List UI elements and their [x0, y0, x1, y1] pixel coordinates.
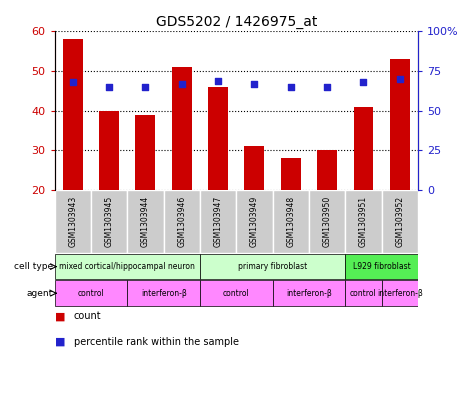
Bar [390, 59, 410, 190]
Bar [381, 281, 418, 306]
Text: GSM1303949: GSM1303949 [250, 196, 259, 247]
Text: GSM1303946: GSM1303946 [177, 196, 186, 247]
Text: ■: ■ [55, 311, 65, 321]
Bar [381, 190, 418, 253]
Bar [273, 281, 345, 306]
Text: GSM1303945: GSM1303945 [104, 196, 114, 247]
Point [105, 84, 113, 90]
Text: control: control [350, 289, 377, 298]
Bar [345, 281, 381, 306]
Point [178, 81, 186, 87]
Text: GSM1303947: GSM1303947 [214, 196, 223, 247]
Bar [55, 190, 91, 253]
Bar [127, 190, 163, 253]
Point [287, 84, 294, 90]
Bar [273, 190, 309, 253]
Text: control: control [223, 289, 250, 298]
Bar [237, 190, 273, 253]
Bar [55, 281, 127, 306]
Text: percentile rank within the sample: percentile rank within the sample [74, 337, 238, 347]
Point [360, 79, 367, 85]
Text: interferon-β: interferon-β [286, 289, 332, 298]
Text: ■: ■ [55, 337, 65, 347]
Bar [91, 190, 127, 253]
Bar [135, 115, 155, 190]
Text: GSM1303951: GSM1303951 [359, 196, 368, 247]
Title: GDS5202 / 1426975_at: GDS5202 / 1426975_at [156, 15, 317, 29]
Text: GSM1303950: GSM1303950 [323, 196, 332, 247]
Bar [309, 190, 345, 253]
Point [396, 76, 404, 82]
Point [251, 81, 258, 87]
Bar [172, 67, 192, 190]
Bar [63, 39, 83, 190]
Bar [353, 107, 373, 190]
Text: GSM1303952: GSM1303952 [395, 196, 404, 247]
Bar [55, 254, 200, 279]
Text: GSM1303944: GSM1303944 [141, 196, 150, 247]
Bar [200, 281, 273, 306]
Text: mixed cortical/hippocampal neuron: mixed cortical/hippocampal neuron [59, 262, 195, 271]
Text: primary fibroblast: primary fibroblast [238, 262, 307, 271]
Point [323, 84, 331, 90]
Text: GSM1303948: GSM1303948 [286, 196, 295, 247]
Bar [99, 111, 119, 190]
Bar [281, 158, 301, 190]
Text: control: control [77, 289, 104, 298]
Point [142, 84, 149, 90]
Point [69, 79, 76, 85]
Point [214, 77, 222, 84]
Text: GSM1303943: GSM1303943 [68, 196, 77, 247]
Bar [163, 190, 200, 253]
Text: interferon-β: interferon-β [377, 289, 423, 298]
Text: cell type: cell type [14, 262, 53, 271]
Text: agent: agent [27, 289, 53, 298]
Bar [345, 190, 381, 253]
Bar [200, 254, 345, 279]
Text: count: count [74, 311, 101, 321]
Text: interferon-β: interferon-β [141, 289, 187, 298]
Bar [127, 281, 200, 306]
Bar [208, 87, 228, 190]
Bar [317, 150, 337, 190]
Bar [200, 190, 237, 253]
Bar [345, 254, 418, 279]
Text: L929 fibroblast: L929 fibroblast [353, 262, 410, 271]
Bar [245, 146, 265, 190]
